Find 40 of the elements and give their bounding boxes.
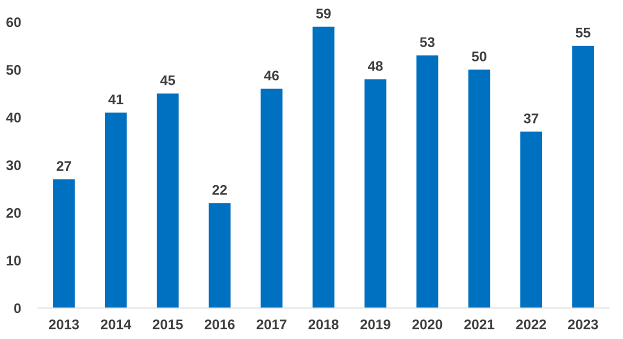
data-label: 50 bbox=[472, 52, 486, 62]
x-tick-label: 2019 bbox=[360, 319, 390, 330]
data-label: 53 bbox=[420, 37, 435, 48]
data-label: 22 bbox=[212, 184, 227, 195]
data-label: 45 bbox=[160, 76, 176, 86]
x-tick-label: 2015 bbox=[152, 319, 183, 330]
bar bbox=[520, 132, 542, 308]
bar bbox=[104, 112, 127, 308]
bar bbox=[468, 70, 490, 308]
x-tick-label: 2013 bbox=[48, 319, 79, 330]
data-label: 59 bbox=[316, 8, 331, 18]
bar bbox=[416, 55, 438, 308]
bar bbox=[53, 179, 75, 308]
x-tick-label: 2017 bbox=[256, 319, 286, 330]
bar bbox=[572, 46, 594, 308]
bar bbox=[156, 94, 179, 308]
data-label: 37 bbox=[524, 113, 538, 124]
x-tick-label: 2020 bbox=[412, 319, 442, 330]
y-tick-label: 60 bbox=[6, 17, 21, 28]
bar bbox=[364, 79, 386, 308]
data-label: 55 bbox=[576, 28, 590, 38]
data-label: 27 bbox=[56, 161, 72, 171]
x-tick-label: 2014 bbox=[100, 319, 132, 330]
bar bbox=[312, 26, 334, 308]
y-tick-label: 10 bbox=[6, 256, 21, 266]
x-tick-label: 2023 bbox=[568, 319, 598, 330]
bar bbox=[208, 203, 231, 308]
bar bbox=[260, 88, 282, 308]
y-tick-label: 30 bbox=[6, 160, 21, 170]
y-tick-label: 50 bbox=[6, 65, 21, 75]
y-tick-label: 40 bbox=[6, 112, 21, 123]
x-tick-label: 2018 bbox=[308, 319, 339, 330]
data-label: 46 bbox=[264, 70, 279, 80]
data-label: 41 bbox=[108, 94, 124, 104]
x-tick-label: 2016 bbox=[204, 319, 235, 330]
y-tick-label: 20 bbox=[6, 208, 21, 218]
x-tick-label: 2022 bbox=[516, 319, 546, 330]
data-label: 48 bbox=[368, 61, 383, 71]
y-tick-label: 0 bbox=[14, 303, 21, 314]
x-tick-label: 2021 bbox=[464, 319, 494, 330]
